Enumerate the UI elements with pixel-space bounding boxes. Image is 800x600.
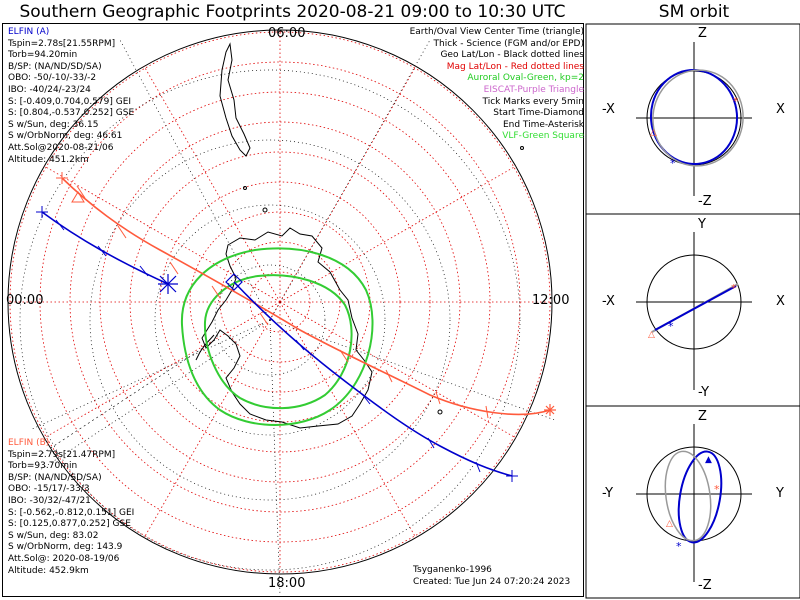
svg-text:*: * <box>668 320 674 333</box>
sm-panel-2: * * △ <box>586 214 800 406</box>
sm3-axis-right: Y <box>776 486 784 501</box>
sm1-axis-left: -X <box>602 102 615 117</box>
sm2-axis-bottom: -Y <box>698 385 709 400</box>
legend-end-time: End Time-Asterisk <box>410 120 584 132</box>
svg-text:△: △ <box>650 128 657 138</box>
svg-text:*: * <box>714 483 720 496</box>
elfin-b-line: Tspin=2.79s[21.47RPM] <box>8 450 134 462</box>
svg-text:*: * <box>670 157 676 170</box>
elfin-a-line: IBO: -40/24/-23/24 <box>8 85 134 97</box>
sm2-axis-top: Y <box>698 217 706 232</box>
sm-panel-3: ▲ * △ * <box>586 406 800 598</box>
elfin-b-info: ELFIN (B) Tspin=2.79s[21.47RPM] Torb=93.… <box>8 438 134 577</box>
elfin-b-line: B/SP: (NA/ND/SD/SA) <box>8 473 134 485</box>
clock-label-right: 12:00 <box>532 293 569 308</box>
elfin-a-line: S w/OrbNorm, deg: 46.61 <box>8 131 134 143</box>
elfin-a-line: S: [-0.409,0.704,0.579] GEI <box>8 97 134 109</box>
sm3-axis-top: Z <box>698 409 707 424</box>
clock-label-left: 00:00 <box>6 293 43 308</box>
sm3-axis-left: -Y <box>602 486 613 501</box>
elfin-b-line: S: [0.125,0.877,0.252] GSE <box>8 519 134 531</box>
sm1-axis-bottom: -Z <box>698 194 712 209</box>
svg-text:*: * <box>731 282 737 295</box>
elfin-b-line: S w/Sun, deg: 83.02 <box>8 531 134 543</box>
svg-text:*: * <box>733 95 739 108</box>
legend-eiscat: EISCAT-Purple Triangle <box>410 85 584 97</box>
legend-mag-grid: Mag Lat/Lon - Red dotted lines <box>410 62 584 74</box>
legend-science: Thick - Science (FGM and/or EPD) <box>410 39 584 51</box>
legend-geo-grid: Geo Lat/Lon - Black dotted lines <box>410 50 584 62</box>
elfin-a-line: S: [0.804,-0.537,0.252] GSE <box>8 108 134 120</box>
elfin-a-line: S w/Sun, deg: 36.15 <box>8 120 134 132</box>
elfin-b-line: S w/OrbNorm, deg: 143.9 <box>8 542 134 554</box>
clock-label-bottom: 18:00 <box>268 576 305 591</box>
elfin-a-line: Altitude: 451.2km <box>8 155 134 167</box>
sm1-axis-top: Z <box>698 26 707 41</box>
credit-text: Tsyganenko-1996 <box>413 565 492 577</box>
legend-auroral-oval: Auroral Oval-Green, kp=2 <box>410 73 584 85</box>
elfin-a-line: Torb=94.20min <box>8 50 134 62</box>
elfin-b-line: OBO: -15/17/-33/3 <box>8 484 134 496</box>
elfin-a-line: Tspin=2.78s[21.55RPM] <box>8 39 134 51</box>
legend: Earth/Oval View Center Time (triangle) T… <box>410 27 584 143</box>
created-timestamp: Created: Tue Jun 24 07:20:24 2023 <box>413 577 570 589</box>
svg-text:△: △ <box>648 330 655 340</box>
elfin-a-line: OBO: -50/-10/-33/-2 <box>8 73 134 85</box>
sm1-axis-right: X <box>776 102 785 117</box>
elfin-b-line: Torb=93.70min <box>8 461 134 473</box>
elfin-a-info: ELFIN (A) Tspin=2.78s[21.55RPM] Torb=94.… <box>8 27 134 166</box>
legend-tick-marks: Tick Marks every 5min <box>410 97 584 109</box>
legend-view-center: Earth/Oval View Center Time (triangle) <box>410 27 584 39</box>
elfin-b-line: IBO: -30/32/-47/21 <box>8 496 134 508</box>
sm3-axis-bottom: -Z <box>698 578 712 593</box>
legend-start-time: Start Time-Diamond <box>410 108 584 120</box>
elfin-b-line: Att.Sol@: 2020-08-19/06 <box>8 554 134 566</box>
svg-text:▲: ▲ <box>705 455 712 465</box>
elfin-b-name: ELFIN (B) <box>8 438 134 450</box>
sm-panel-1: * △ * <box>586 24 800 214</box>
elfin-a-name: ELFIN (A) <box>8 27 134 39</box>
elfin-b-line: Altitude: 452.9km <box>8 566 134 578</box>
sm2-axis-left: -X <box>602 294 615 309</box>
elfin-a-line: Att.Sol@2020-08-21/06 <box>8 143 134 155</box>
svg-text:*: * <box>676 540 682 553</box>
elfin-b-line: S: [-0.562,-0.812,0.151] GEI <box>8 508 134 520</box>
elfin-a-line: B/SP: (NA/ND/SD/SA) <box>8 62 134 74</box>
sm2-axis-right: X <box>776 294 785 309</box>
svg-text:△: △ <box>666 519 673 529</box>
legend-vlf: VLF-Green Square <box>410 131 584 143</box>
clock-label-top: 06:00 <box>268 26 305 41</box>
